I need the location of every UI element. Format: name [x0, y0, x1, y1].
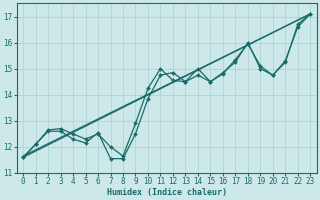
- X-axis label: Humidex (Indice chaleur): Humidex (Indice chaleur): [107, 188, 227, 197]
